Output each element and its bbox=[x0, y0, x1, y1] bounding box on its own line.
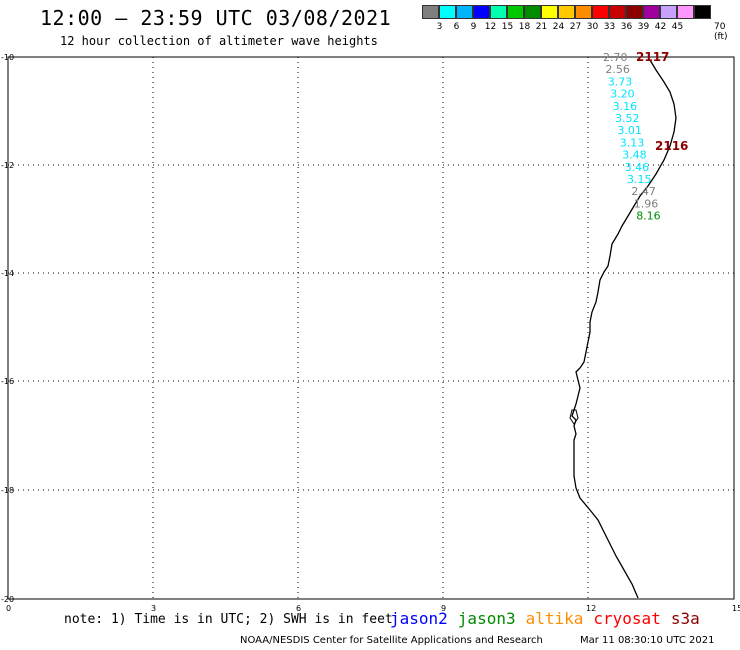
legend-label: 9 bbox=[470, 22, 477, 32]
y-axis-label: -10 bbox=[1, 53, 14, 62]
y-axis-label: -20 bbox=[1, 595, 14, 604]
legend-swatch bbox=[660, 5, 677, 19]
axis-labels: -10 -12 -14 -16 -18 -200 3 6 9 12 15 bbox=[1, 53, 740, 613]
legend-label: 18 bbox=[518, 22, 531, 32]
satellite-legend: jason2 jason3 altika cryosat s3a bbox=[390, 609, 710, 628]
coastline-island bbox=[569, 409, 579, 425]
legend-label: 42 bbox=[654, 22, 667, 32]
wave-height-label: 3.13 bbox=[620, 136, 645, 149]
y-axis-label: -12 bbox=[1, 161, 14, 170]
map-grid bbox=[8, 57, 734, 599]
legend-swatch bbox=[524, 5, 541, 19]
legend-label: 6 bbox=[453, 22, 460, 32]
map-title: 12:00 – 23:59 UTC 03/08/2021 bbox=[40, 6, 392, 30]
legend-label: 3 bbox=[436, 22, 443, 32]
map-subtitle: 12 hour collection of altimeter wave hei… bbox=[60, 34, 378, 48]
legend-swatch bbox=[439, 5, 456, 19]
legend-label: 15 bbox=[501, 22, 514, 32]
generated-timestamp: Mar 11 08:30:10 UTC 2021 bbox=[580, 635, 715, 646]
satellite-jason3: jason3 bbox=[457, 609, 516, 628]
y-axis-label: -18 bbox=[1, 486, 14, 495]
wave-readings: 2.702.563.733.203.163.523.013.133.483.46… bbox=[603, 51, 661, 223]
wave-height-label: 1.96 bbox=[634, 197, 659, 210]
wave-height-label: 8.16 bbox=[636, 210, 661, 223]
legend-label: 30 bbox=[586, 22, 599, 32]
wave-height-label: 3.48 bbox=[622, 149, 647, 162]
legend-label: 36 bbox=[620, 22, 633, 32]
legend-label: 12 bbox=[484, 22, 497, 32]
map-frame bbox=[7, 56, 735, 600]
wave-height-label: 3.20 bbox=[610, 88, 635, 101]
legend-swatch bbox=[626, 5, 643, 19]
legend-swatch bbox=[558, 5, 575, 19]
satellite-s3a: s3a bbox=[670, 609, 700, 628]
legend-label: 45 bbox=[671, 22, 684, 32]
legend-label: 27 bbox=[569, 22, 582, 32]
wave-height-label: 3.01 bbox=[617, 124, 642, 137]
y-axis-label: -14 bbox=[1, 269, 14, 278]
legend-label: 24 bbox=[552, 22, 565, 32]
color-scale-unit: 70 (ft) bbox=[714, 22, 728, 42]
satellite-jason2: jason2 bbox=[390, 609, 448, 628]
x-axis-label: 12 bbox=[586, 604, 596, 613]
coastline bbox=[571, 59, 677, 599]
footnote: note: 1) Time is in UTC; 2) SWH is in fe… bbox=[64, 612, 393, 627]
wave-height-label: 3.46 bbox=[625, 161, 650, 174]
wave-height-label: 3.73 bbox=[608, 75, 633, 88]
legend-swatch bbox=[541, 5, 558, 19]
legend-swatch bbox=[490, 5, 507, 19]
legend-swatch bbox=[422, 5, 439, 19]
legend-label: 21 bbox=[535, 22, 548, 32]
wave-height-label: 2.70 bbox=[603, 51, 628, 64]
color-scale-bar bbox=[422, 5, 711, 19]
legend-label: 33 bbox=[603, 22, 616, 32]
legend-swatch bbox=[643, 5, 660, 19]
legend-swatch bbox=[677, 5, 694, 19]
legend-swatch bbox=[694, 5, 711, 19]
wave-height-label: 3.15 bbox=[627, 173, 652, 186]
legend-swatch bbox=[592, 5, 609, 19]
x-axis-label: 6 bbox=[296, 604, 301, 613]
x-axis-label: 3 bbox=[151, 604, 156, 613]
satellite-cryosat: cryosat bbox=[593, 609, 661, 628]
legend-swatch bbox=[456, 5, 473, 19]
wave-height-label: 2.56 bbox=[605, 63, 630, 76]
time-markers: 2117 2116 bbox=[636, 50, 688, 153]
legend-swatch bbox=[473, 5, 490, 19]
legend-swatch bbox=[575, 5, 592, 19]
x-axis-label: 9 bbox=[441, 604, 446, 613]
x-axis-label: 0 bbox=[6, 604, 11, 613]
pass-time-marker: 2117 bbox=[636, 50, 669, 64]
color-scale-labels: 3 6 9 12 15 18 21 24 27 30 33 36 39 42 45 bbox=[431, 22, 686, 32]
credit-line: NOAA/NESDIS Center for Satellite Applica… bbox=[240, 635, 543, 646]
legend-label: 39 bbox=[637, 22, 650, 32]
x-axis-label: 15 bbox=[732, 604, 740, 613]
pass-time-marker: 2116 bbox=[655, 139, 688, 153]
y-axis-label: -16 bbox=[1, 377, 14, 386]
wave-height-label: 3.16 bbox=[613, 100, 638, 113]
legend-swatch bbox=[507, 5, 524, 19]
legend-swatch bbox=[609, 5, 626, 19]
wave-height-label: 2.47 bbox=[631, 185, 656, 198]
wave-height-label: 3.52 bbox=[615, 112, 640, 125]
satellite-altika: altika bbox=[525, 609, 584, 628]
